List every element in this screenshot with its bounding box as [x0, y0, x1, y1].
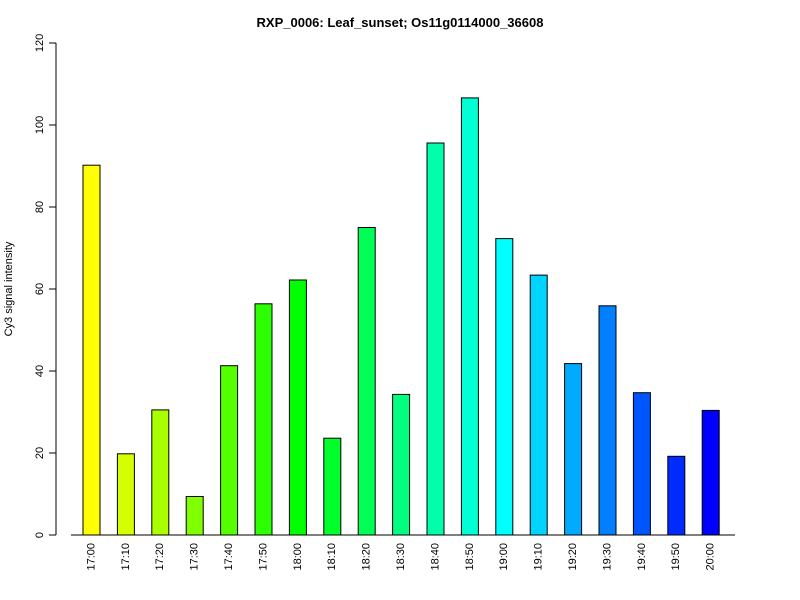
bar-1840 [426, 142, 445, 536]
x-tick-label: 17:50 [257, 543, 269, 571]
y-tick-label: 60 [34, 283, 46, 295]
bar-1930 [598, 305, 617, 536]
x-tick-label: 18:40 [429, 543, 441, 571]
y-tick-label: 20 [34, 447, 46, 459]
bar-1730 [185, 496, 204, 536]
bar-1950 [667, 455, 686, 536]
y-tick-label: 0 [34, 532, 46, 538]
bar-1820 [357, 227, 376, 536]
y-axis-label: Cy3 signal intensity [3, 241, 15, 336]
chart-title: RXP_0006: Leaf_sunset; Os11g0114000_3660… [257, 15, 544, 30]
x-tick-label: 19:40 [636, 543, 648, 571]
x-tick-label: 18:30 [395, 543, 407, 571]
x-tick-label: 17:30 [189, 543, 201, 571]
bar-1710 [116, 453, 135, 536]
x-tick-label: 18:00 [292, 543, 304, 571]
bar-1720 [151, 409, 170, 536]
x-axis: 17:00 17:10 17:20 17:30 17:40 17:50 18:00 18:10… [71, 534, 735, 571]
bar-1740 [220, 365, 239, 536]
x-tick-label: 17:00 [85, 543, 97, 571]
x-tick-label: 19:00 [498, 543, 510, 571]
x-tick-label: 19:10 [533, 543, 545, 571]
bar-1750 [254, 303, 273, 536]
x-tick-label: 19:30 [601, 543, 613, 571]
x-tick-label: 20:00 [705, 543, 717, 571]
bar-1830 [392, 393, 411, 536]
y-axis: 0 20 40 60 80 100 120 [34, 34, 57, 538]
x-tick-label: 17:10 [120, 543, 132, 571]
y-tick-label: 80 [34, 201, 46, 213]
bar-1910 [529, 274, 548, 536]
x-tick-label: 18:20 [361, 543, 373, 571]
bar-2000 [701, 409, 720, 536]
x-tick-label: 17:40 [223, 543, 235, 571]
bar-1850 [460, 97, 479, 536]
bar-1700 [82, 164, 101, 536]
bar-1810 [323, 437, 342, 536]
x-tick-label: 19:50 [670, 543, 682, 571]
y-tick-label: 40 [34, 365, 46, 377]
bars [82, 97, 720, 536]
x-tick-label: 17:20 [154, 543, 166, 571]
bar-1800 [288, 279, 307, 536]
bar-1900 [495, 238, 514, 536]
y-tick-label: 120 [34, 34, 46, 52]
x-tick-label: 18:10 [326, 543, 338, 571]
bar-1940 [632, 392, 651, 536]
y-tick-label: 100 [34, 116, 46, 134]
bar-1920 [564, 363, 583, 536]
x-tick-label: 19:20 [567, 543, 579, 571]
x-tick-label: 18:50 [464, 543, 476, 571]
